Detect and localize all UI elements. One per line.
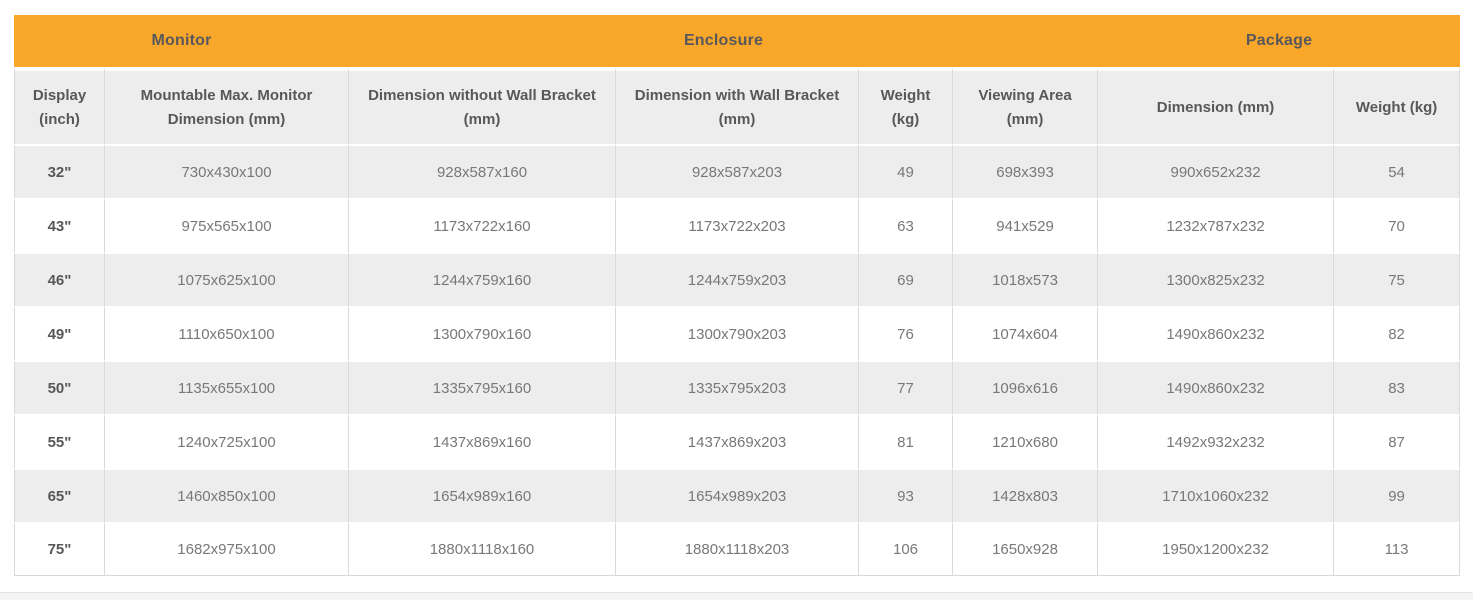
column-header-package-dimension: Dimension (mm): [1098, 68, 1335, 144]
page-section-divider: [0, 592, 1473, 600]
table-cell: 1074x604: [953, 306, 1099, 360]
table-cell: 1682x975x100: [105, 522, 349, 576]
table-row-75: 75" 1682x975x100 1880x1118x160 1880x1118…: [14, 522, 1461, 576]
column-header-dimension-with-wall-bracket: Dimension with Wall Bracket (mm): [616, 68, 859, 144]
table-cell: 99: [1334, 468, 1461, 522]
display-size-cell: 75": [14, 522, 105, 576]
table-row-65: 65" 1460x850x100 1654x989x160 1654x989x2…: [14, 468, 1461, 522]
table-cell: 1950x1200x232: [1098, 522, 1335, 576]
table-cell: 1173x722x160: [349, 198, 616, 252]
display-size-cell: 49": [14, 306, 105, 360]
display-size-cell: 55": [14, 414, 105, 468]
table-cell: 1428x803: [953, 468, 1099, 522]
display-size-cell: 32": [14, 144, 105, 198]
table-cell: 77: [859, 360, 953, 414]
group-header-monitor: Monitor: [14, 15, 349, 68]
table-row-49: 49" 1110x650x100 1300x790x160 1300x790x2…: [14, 306, 1461, 360]
table-cell: 81: [859, 414, 953, 468]
table-cell: 1096x616: [953, 360, 1099, 414]
table-cell: 1300x790x160: [349, 306, 616, 360]
table-cell: 990x652x232: [1098, 144, 1335, 198]
table-cell: 1654x989x160: [349, 468, 616, 522]
table-cell: 1880x1118x160: [349, 522, 616, 576]
table-cell: 1240x725x100: [105, 414, 349, 468]
table-cell: 87: [1334, 414, 1461, 468]
table-cell: 1244x759x160: [349, 252, 616, 306]
table-cell: 75: [1334, 252, 1461, 306]
table-cell: 698x393: [953, 144, 1099, 198]
table-cell: 69: [859, 252, 953, 306]
table-cell: 941x529: [953, 198, 1099, 252]
table-cell: 113: [1334, 522, 1461, 576]
column-header-row: Display (inch) Mountable Max. Monitor Di…: [14, 68, 1461, 144]
monitor-spec-table: Monitor Enclosure Package Display (inch)…: [14, 15, 1461, 576]
display-size-cell: 43": [14, 198, 105, 252]
table-cell: 1490x860x232: [1098, 360, 1335, 414]
table-cell: 1300x825x232: [1098, 252, 1335, 306]
table-cell: 1075x625x100: [105, 252, 349, 306]
table-row-50: 50" 1135x655x100 1335x795x160 1335x795x2…: [14, 360, 1461, 414]
column-header-display-inch: Display (inch): [14, 68, 105, 144]
table-cell: 93: [859, 468, 953, 522]
table-cell: 1460x850x100: [105, 468, 349, 522]
column-header-mountable-max-monitor-dimension: Mountable Max. Monitor Dimension (mm): [105, 68, 349, 144]
table-cell: 76: [859, 306, 953, 360]
table-cell: 1437x869x203: [616, 414, 859, 468]
table-cell: 1710x1060x232: [1098, 468, 1335, 522]
table-cell: 1335x795x203: [616, 360, 859, 414]
table-cell: 1244x759x203: [616, 252, 859, 306]
table-cell: 106: [859, 522, 953, 576]
table-cell: 1335x795x160: [349, 360, 616, 414]
table-row-55: 55" 1240x725x100 1437x869x160 1437x869x2…: [14, 414, 1461, 468]
table-cell: 1135x655x100: [105, 360, 349, 414]
table-row-46: 46" 1075x625x100 1244x759x160 1244x759x2…: [14, 252, 1461, 306]
group-header-package: Package: [1098, 15, 1461, 68]
display-size-cell: 65": [14, 468, 105, 522]
table-row-32: 32" 730x430x100 928x587x160 928x587x203 …: [14, 144, 1461, 198]
display-size-cell: 46": [14, 252, 105, 306]
table-cell: 54: [1334, 144, 1461, 198]
table-cell: 1210x680: [953, 414, 1099, 468]
table-cell: 1490x860x232: [1098, 306, 1335, 360]
table-cell: 928x587x203: [616, 144, 859, 198]
table-cell: 1300x790x203: [616, 306, 859, 360]
column-header-dimension-without-wall-bracket: Dimension without Wall Bracket (mm): [349, 68, 616, 144]
table-cell: 83: [1334, 360, 1461, 414]
table-cell: 1173x722x203: [616, 198, 859, 252]
column-header-enclosure-weight: Weight (kg): [859, 68, 953, 144]
table-cell: 70: [1334, 198, 1461, 252]
table-cell: 928x587x160: [349, 144, 616, 198]
table-cell: 82: [1334, 306, 1461, 360]
table-cell: 1492x932x232: [1098, 414, 1335, 468]
table-cell: 1650x928: [953, 522, 1099, 576]
group-header-enclosure: Enclosure: [349, 15, 1099, 68]
table-cell: 63: [859, 198, 953, 252]
table-cell: 1110x650x100: [105, 306, 349, 360]
table-cell: 1232x787x232: [1098, 198, 1335, 252]
table-cell: 49: [859, 144, 953, 198]
group-header-row: Monitor Enclosure Package: [14, 15, 1461, 68]
table-cell: 975x565x100: [105, 198, 349, 252]
table-cell: 1654x989x203: [616, 468, 859, 522]
spec-table-container: Monitor Enclosure Package Display (inch)…: [14, 15, 1461, 576]
column-header-viewing-area: Viewing Area (mm): [953, 68, 1099, 144]
table-cell: 1437x869x160: [349, 414, 616, 468]
display-size-cell: 50": [14, 360, 105, 414]
column-header-package-weight: Weight (kg): [1334, 68, 1461, 144]
table-cell: 1018x573: [953, 252, 1099, 306]
table-cell: 1880x1118x203: [616, 522, 859, 576]
table-cell: 730x430x100: [105, 144, 349, 198]
table-row-43: 43" 975x565x100 1173x722x160 1173x722x20…: [14, 198, 1461, 252]
